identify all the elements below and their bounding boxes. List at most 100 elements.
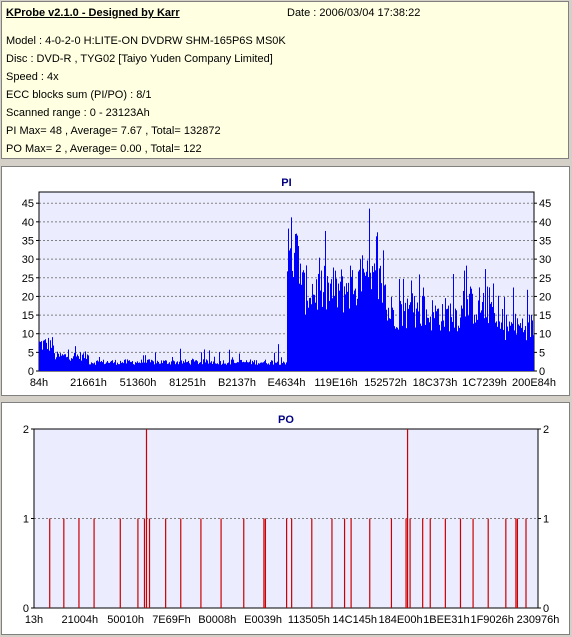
- pi-bar: [162, 363, 163, 371]
- pi-bar: [276, 362, 277, 371]
- pi-bar: [99, 356, 100, 371]
- pi-bar: [188, 360, 189, 371]
- po-bar: [350, 518, 352, 608]
- pi-bar: [40, 341, 41, 371]
- pi-bar: [68, 349, 69, 371]
- pi-bar: [294, 252, 295, 371]
- pi-bar: [246, 360, 247, 371]
- pi-bar: [174, 361, 175, 371]
- pi-bar: [363, 268, 364, 371]
- pi-bar: [120, 360, 121, 371]
- pi-bar: [515, 313, 516, 371]
- pi-bar: [100, 361, 101, 371]
- pi-bar: [50, 340, 51, 371]
- pi-bar: [302, 272, 303, 371]
- pi-bar: [150, 362, 151, 371]
- pi-y-tick-right: 20: [539, 291, 551, 303]
- pi-y-tick-left: 0: [28, 366, 34, 378]
- pi-bar: [97, 360, 98, 371]
- pi-bar: [477, 319, 478, 371]
- pi-bar: [513, 287, 514, 371]
- pi-bar: [496, 321, 497, 371]
- pi-bar: [233, 359, 234, 371]
- pi-bar: [385, 284, 386, 371]
- pi-bar: [79, 358, 80, 371]
- pi-bar: [154, 364, 155, 371]
- pi-bar: [368, 277, 369, 371]
- pi-bar: [439, 324, 440, 371]
- pi-bar: [412, 293, 413, 371]
- pi-bar: [140, 363, 141, 371]
- pi-bar: [135, 362, 136, 371]
- pi-bar: [204, 349, 205, 371]
- pi-x-tick-label: 18C373h: [413, 377, 458, 389]
- pi-bar: [164, 360, 165, 371]
- pi-bar: [197, 361, 198, 371]
- pi-bar: [59, 356, 60, 371]
- pi-bar: [184, 362, 185, 371]
- pi-bar: [47, 349, 48, 371]
- pi-bar: [460, 317, 461, 371]
- pi-bar: [253, 362, 254, 371]
- pi-bar: [200, 362, 201, 371]
- pi-bar: [285, 364, 286, 371]
- pi-bar: [435, 305, 436, 371]
- pi-bar: [124, 359, 125, 371]
- pi-bar: [422, 295, 423, 371]
- pi-bar: [411, 280, 412, 371]
- pi-bar: [136, 362, 137, 371]
- pi-bar: [139, 362, 140, 371]
- pi-bar: [56, 357, 57, 371]
- po-bar: [525, 518, 527, 608]
- pi-bar: [340, 281, 341, 371]
- pi-bar: [196, 360, 197, 371]
- pi-bar: [467, 299, 468, 371]
- pi-bar: [90, 364, 91, 371]
- pi-bar: [185, 359, 186, 371]
- pi-bar: [214, 356, 215, 371]
- pi-bar: [447, 308, 448, 371]
- pi-bar: [378, 299, 379, 371]
- pi-bar: [401, 304, 402, 371]
- pi-bar: [73, 356, 74, 371]
- pi-bar: [226, 364, 227, 371]
- pi-bar: [96, 360, 97, 371]
- pi-y-tick-right: 45: [539, 198, 551, 210]
- pi-bar: [199, 362, 200, 371]
- pi-bar: [464, 270, 465, 371]
- pi-bar: [293, 276, 294, 371]
- pi-bar: [258, 363, 259, 371]
- pi-bar: [524, 329, 525, 371]
- pi-bar: [238, 362, 239, 371]
- pi-bar: [53, 345, 54, 371]
- pi-bar: [345, 294, 346, 371]
- pi-bar: [245, 362, 246, 371]
- po-chart-panel: PO 0 0 1 1 2 2 13h 21004h 50010h 7E69Fh B0008h E0039…: [1, 402, 570, 635]
- pi-bar: [152, 360, 153, 371]
- pi-bar: [350, 265, 351, 371]
- pi-bar: [208, 363, 209, 371]
- pi-bar: [433, 312, 434, 371]
- pi-bar: [156, 363, 157, 371]
- pi-bar: [517, 318, 518, 371]
- pi-bar: [220, 361, 221, 371]
- pi-bar: [259, 363, 260, 371]
- pi-bar: [45, 339, 46, 371]
- pi-bar: [432, 300, 433, 371]
- pi-bar: [318, 273, 319, 371]
- pi-bar: [46, 342, 47, 371]
- po-x-tick-label: 230976h: [517, 614, 560, 626]
- pi-bar: [250, 359, 251, 371]
- pi-bar: [387, 320, 388, 371]
- pi-bar: [488, 323, 489, 371]
- pi-bar: [492, 307, 493, 371]
- po-bar: [422, 518, 424, 608]
- pi-bar: [256, 360, 257, 371]
- po-bar: [78, 518, 80, 608]
- pi-bar: [360, 259, 361, 371]
- pi-bar: [506, 314, 507, 371]
- pi-bar: [160, 363, 161, 371]
- po-bar: [220, 518, 222, 608]
- pi-x-tick-label: E4634h: [268, 377, 306, 389]
- pi-bar: [291, 217, 292, 371]
